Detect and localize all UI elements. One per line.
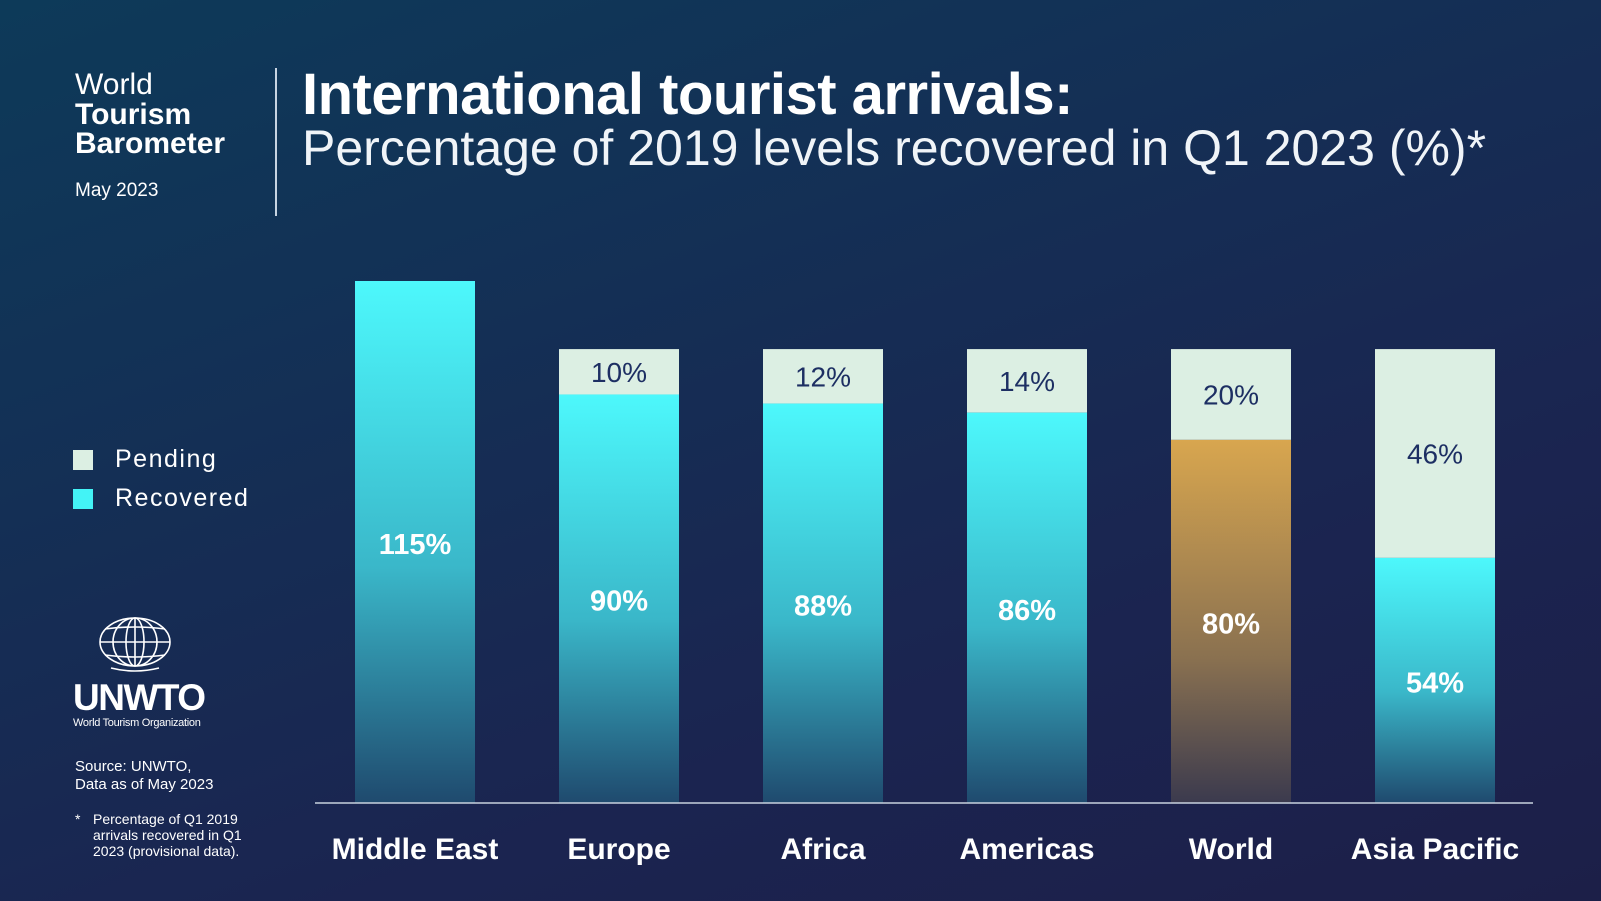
bar-pending-africa (763, 349, 883, 404)
label-pending-africa: 12% (795, 361, 851, 392)
label-pending-europe: 10% (591, 357, 647, 388)
source-line-2: Data as of May 2023 (75, 776, 214, 793)
legend-label-recovered: Recovered (115, 484, 250, 512)
x-tick-label-europe: Europe (567, 833, 670, 866)
legend-item-pending: Pending (73, 440, 249, 479)
bar-recovered-middle-east (355, 281, 475, 803)
label-pending-americas: 14% (999, 366, 1055, 397)
label-recovered-middle-east: 115% (379, 529, 452, 561)
chart-subtitle: Percentage of 2019 levels recovered in Q… (302, 120, 1487, 176)
legend-swatch-recovered (73, 488, 93, 509)
brand-line-tourism: Tourism (75, 98, 192, 131)
bar-recovered-asia-pacific (1375, 557, 1495, 803)
x-tick-label-americas: Americas (959, 833, 1094, 866)
brand-date: May 2023 (75, 180, 159, 201)
x-labels-group: Middle East Europe Africa Americas World Asia… (332, 833, 1520, 866)
header-divider (275, 68, 277, 216)
footnote: * Percentage of Q1 2019 arrivals recover… (75, 811, 263, 859)
source-note: Source: UNWTO, Data as of May 2023 (75, 758, 213, 794)
bar-recovered-europe (559, 394, 679, 803)
bars-group: 115% 10% 90% 12% 88% 14% 86% 20% 80% 46% 54% (355, 281, 1495, 803)
label-pending-world: 20% (1203, 379, 1259, 410)
globe-icon (99, 617, 171, 672)
label-pending-asia-pacific: 46% (1407, 438, 1463, 469)
brand-line-world: World (75, 68, 153, 101)
source-line-1: Source: UNWTO, (75, 758, 192, 775)
bar-pending-world (1171, 349, 1291, 440)
bar-recovered-world (1171, 439, 1291, 803)
brand-block: World Tourism Barometer May 2023 (75, 70, 265, 202)
bar-pending-americas (967, 349, 1087, 413)
x-tick-label-africa: Africa (780, 833, 865, 866)
legend-swatch-pending (73, 449, 93, 470)
legend-label-pending: Pending (115, 445, 218, 473)
footnote-text: Percentage of Q1 2019 arrivals recovered… (93, 811, 242, 859)
bar-pending-asia-pacific (1375, 349, 1495, 558)
x-tick-label-world: World (1189, 833, 1273, 866)
label-recovered-europe: 90% (590, 586, 648, 618)
legend-item-recovered: Recovered (73, 479, 249, 518)
brand-line-barometer: Barometer (75, 127, 226, 160)
label-recovered-world: 80% (1202, 608, 1260, 640)
label-recovered-asia-pacific: 54% (1406, 667, 1464, 699)
label-recovered-africa: 88% (794, 590, 852, 622)
unwto-logo: UNWTO World Tourism Organization (73, 616, 273, 729)
legend: Pending Recovered (73, 440, 249, 518)
bar-recovered-africa (763, 403, 883, 803)
x-tick-label-middle-east: Middle East (332, 833, 499, 866)
footnote-mark: * (75, 811, 81, 827)
x-tick-label-asia-pacific: Asia Pacific (1351, 833, 1519, 866)
label-recovered-americas: 86% (998, 595, 1056, 627)
bar-recovered-americas (967, 412, 1087, 803)
logo-subtitle: World Tourism Organization (73, 717, 201, 729)
bar-pending-europe (559, 349, 679, 395)
logo-wordmark: UNWTO (73, 677, 206, 718)
chart-title: International tourist arrivals: (302, 62, 1073, 127)
